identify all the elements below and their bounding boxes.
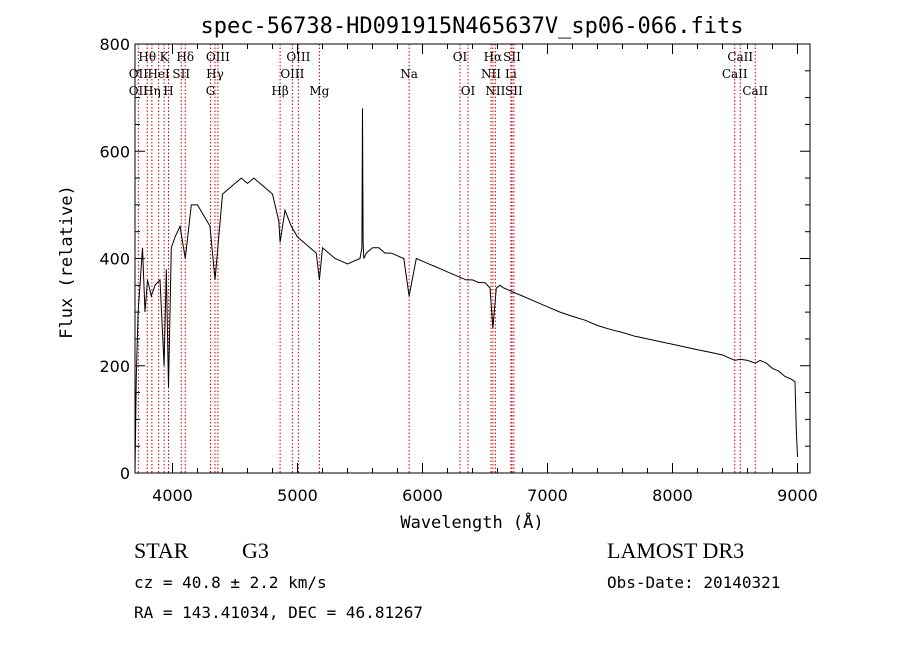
line-label: CaII [742,84,768,98]
line-label: G [206,84,216,98]
y-axis: 0 200 400 600 800 [99,35,810,483]
y-tick-label: 200 [99,357,130,376]
x-tick-label: 8000 [652,486,693,505]
x-axis: 4000 5000 6000 7000 8000 9000 [152,44,818,505]
line-label: OII [129,67,149,81]
coordinates: RA = 143.41034, DEC = 46.81267 [134,603,423,622]
line-label: Hθ [138,50,156,64]
spectrum-line [134,108,798,474]
emission-line-markers [137,44,756,473]
x-axis-label: Wavelength (Å) [400,511,543,533]
survey-name: LAMOST DR3 [607,538,745,563]
y-tick-label: 0 [120,464,130,483]
line-label: Hδ [176,50,194,64]
line-label: Hγ [206,67,224,81]
line-label: Mg [309,84,329,98]
y-tick-label: 600 [99,142,130,161]
redshift-value: cz = 40.8 ± 2.2 km/s [134,573,327,592]
line-label: OIII [280,67,304,81]
line-label: CaII [727,50,753,64]
line-label: OIII [286,50,310,64]
line-label: OI [453,50,468,64]
line-label: OI [461,84,476,98]
line-label: SII [503,50,521,64]
x-tick-label: 7000 [527,486,568,505]
line-label: Hα [484,50,503,64]
line-label: NII [485,84,505,98]
line-label: OII [129,84,149,98]
x-tick-label: 6000 [402,486,443,505]
line-label: H [163,84,173,98]
line-label: CaII [722,67,748,81]
object-subclass: G3 [242,538,269,563]
chart-title: spec-56738-HD091915N465637V_sp06-066.fit… [200,14,743,39]
x-tick-label: 4000 [152,486,193,505]
x-tick-label: 5000 [277,486,318,505]
y-tick-label: 800 [99,35,130,54]
line-label: OIII [206,50,230,64]
line-label: Na [400,67,418,81]
line-label: K [160,50,170,64]
line-label: Li [505,67,517,81]
line-label: Hβ [271,84,288,98]
x-tick-label: 9000 [777,486,818,505]
line-label: HeI [147,67,170,81]
y-axis-label: Flux (relative) [57,185,77,339]
object-class: STAR [134,538,189,563]
line-label: NII [481,67,501,81]
line-label: SII [172,67,190,81]
obs-date: Obs-Date: 20140321 [607,573,781,592]
y-tick-label: 400 [99,250,130,269]
line-label: Hη [143,84,161,98]
plot-frame [134,43,811,474]
line-label: SII [505,84,523,98]
